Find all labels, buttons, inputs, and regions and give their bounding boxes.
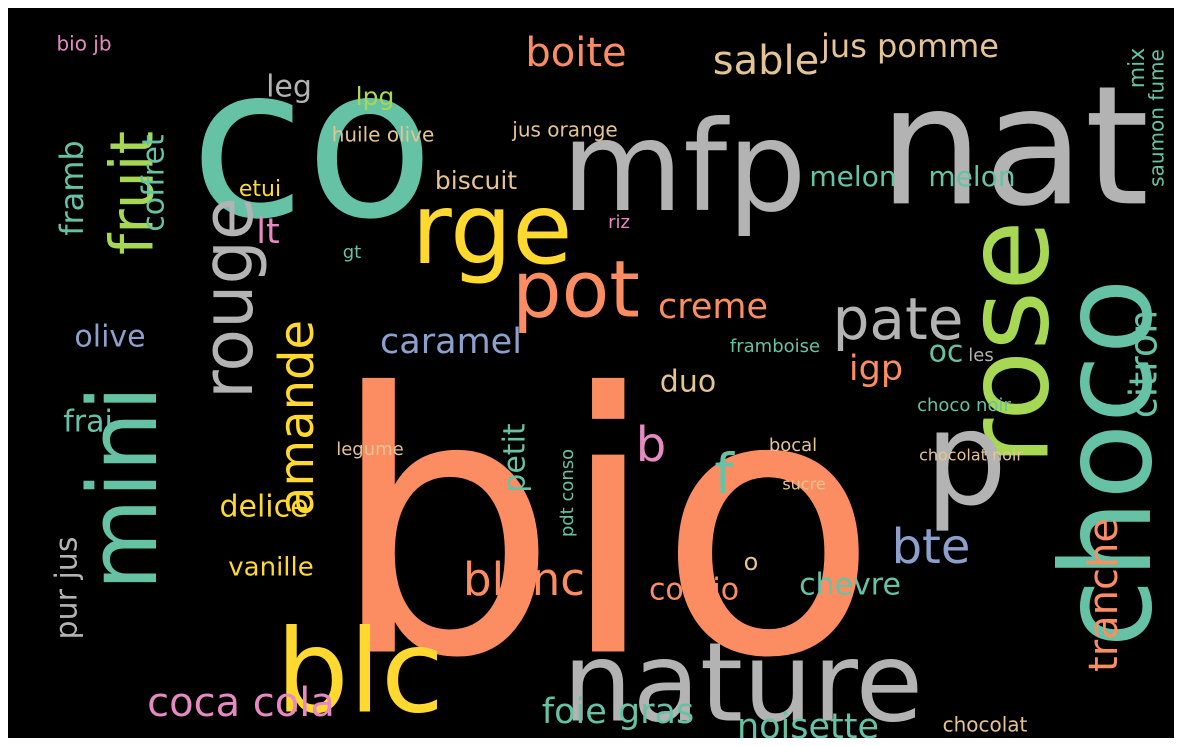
word: gt <box>343 242 361 263</box>
word: co <box>190 21 434 266</box>
word: melon <box>809 160 896 193</box>
word: frai <box>63 405 113 440</box>
word: nature <box>563 618 923 738</box>
word: bio <box>330 317 879 736</box>
word: co bio <box>649 573 739 608</box>
word: mini <box>69 385 179 591</box>
word: delice <box>219 490 308 525</box>
word: legume <box>336 439 404 460</box>
word: rge <box>411 173 572 287</box>
word: chocolat <box>943 713 1028 737</box>
word: oc <box>929 335 964 370</box>
word: blc <box>276 606 444 738</box>
word: o <box>744 548 759 576</box>
word: lt <box>256 212 279 252</box>
word: duo <box>660 365 716 400</box>
word: pdt conso <box>557 449 578 537</box>
word: jus orange <box>511 118 617 142</box>
word: biscuit <box>435 166 517 195</box>
word: coffret <box>137 134 172 232</box>
word: pate <box>833 285 964 353</box>
word: huile olive <box>332 123 435 147</box>
word: coca cola <box>147 680 335 726</box>
word: creme <box>658 287 768 327</box>
word: lpg <box>356 82 395 111</box>
word: choco noir <box>917 395 1011 416</box>
word: chocolat noir <box>919 446 1023 465</box>
word: framb <box>53 140 91 236</box>
word: f <box>714 442 735 506</box>
word: etui <box>239 177 281 202</box>
word: petit <box>498 423 533 493</box>
word: jus pomme <box>820 27 999 65</box>
word: pur jus <box>50 537 85 640</box>
word: nat <box>879 50 1149 242</box>
word: olive <box>74 320 145 355</box>
word: rose <box>942 220 1076 466</box>
word: b <box>636 417 666 473</box>
word: rouge <box>187 197 269 399</box>
word: pot <box>512 245 640 335</box>
word: vanille <box>228 553 313 583</box>
word: framboise <box>730 336 820 357</box>
word: citron <box>1122 310 1166 418</box>
word: foie gras <box>542 692 694 732</box>
word: sucre <box>782 475 825 494</box>
word: caramel <box>380 322 522 362</box>
word: riz <box>608 212 630 233</box>
word: saumon fume <box>1145 49 1169 187</box>
word: bocal <box>769 435 817 456</box>
word: bio jb <box>56 32 111 56</box>
word: sable <box>713 38 819 84</box>
word-cloud-canvas: bio co nat mfp rose choco p nature blc mini rouge r… <box>8 8 1174 738</box>
word: noisette <box>737 707 879 738</box>
word: boite <box>525 30 626 76</box>
word: tranche <box>1081 518 1127 672</box>
word: bte <box>892 519 971 575</box>
word: igp <box>849 349 903 389</box>
word: mfp <box>561 95 806 240</box>
word: les <box>968 345 993 366</box>
word: blanc <box>463 553 585 606</box>
word: leg <box>266 70 312 105</box>
word: fruit <box>98 131 168 255</box>
word: amande <box>269 320 325 516</box>
word: chevre <box>799 568 901 603</box>
word: mix <box>1125 48 1150 89</box>
word: choco <box>1035 278 1174 648</box>
word: p <box>925 383 1008 535</box>
word: melon <box>928 160 1015 193</box>
